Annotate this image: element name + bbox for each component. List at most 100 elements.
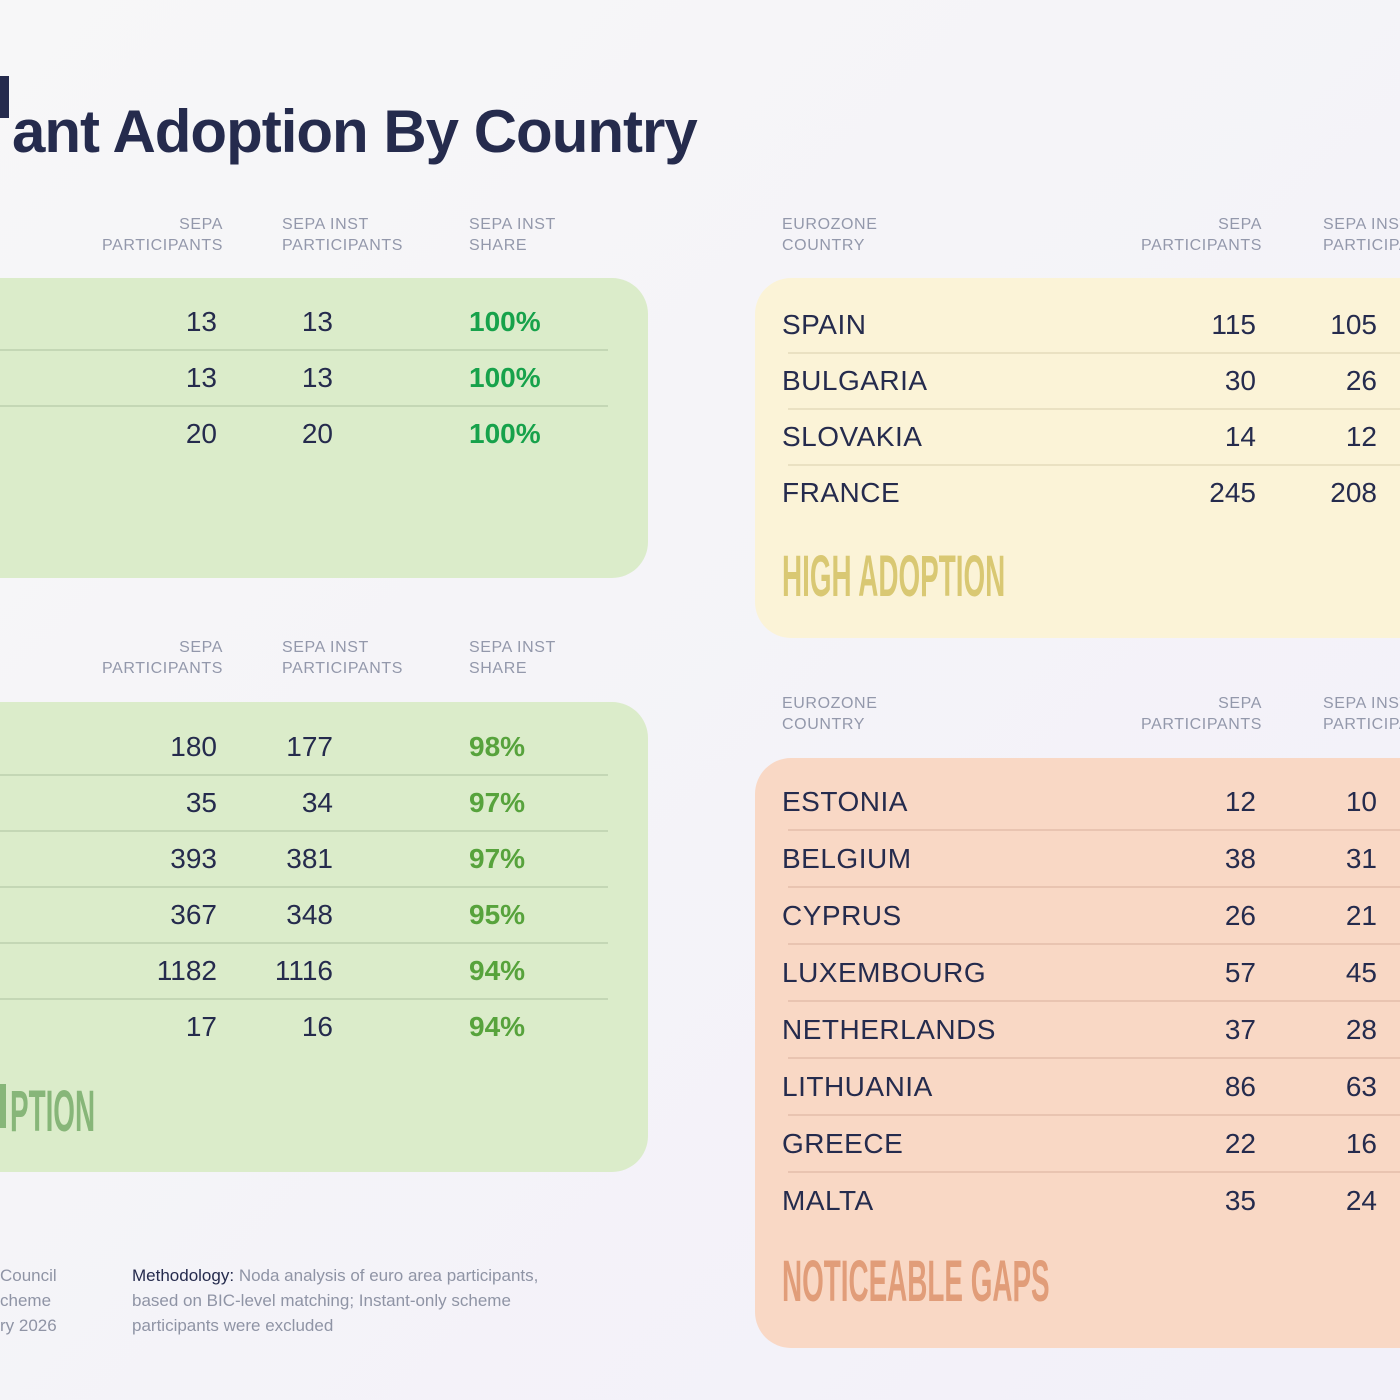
sepa-participants-value: 245 bbox=[1209, 477, 1256, 508]
sepa-inst-participants-value: 16 bbox=[1345, 1127, 1377, 1159]
sepa-participants-value: 14 bbox=[1224, 421, 1256, 452]
sepa-participants-value: 37 bbox=[1224, 1013, 1256, 1045]
sepa-inst-participants-value: 24 bbox=[1345, 1184, 1377, 1216]
country-name: GREECE bbox=[782, 1127, 904, 1159]
sepa-inst-share-value: 94% bbox=[469, 955, 526, 986]
sepa-inst-participants-value: 10 bbox=[1345, 785, 1377, 817]
panel-label-cropped-glyph bbox=[0, 1084, 6, 1128]
table-row: CYPRUS 26 21 bbox=[755, 887, 1400, 944]
row-divider bbox=[788, 464, 1400, 466]
table-row: SPAIN 115 105 bbox=[755, 297, 1400, 353]
table-row: 35 34 97% bbox=[0, 775, 648, 831]
row-divider bbox=[0, 349, 608, 351]
panel-label-noticeable-gaps: NOTICEABLE GAPS bbox=[782, 1249, 1050, 1314]
table-row: NETHERLANDS 37 28 bbox=[755, 1001, 1400, 1058]
country-name: SLOVAKIA bbox=[782, 421, 923, 452]
row-divider bbox=[0, 830, 608, 832]
header-sepa-inst-share-top-left: SEPA INST SHARE bbox=[469, 216, 556, 254]
sepa-inst-participants-value: 105 bbox=[1330, 309, 1377, 340]
sepa-inst-participants-value: 31 bbox=[1345, 842, 1377, 874]
sepa-inst-participants-value: 63 bbox=[1345, 1070, 1377, 1102]
sepa-inst-participants-value: 1116 bbox=[274, 955, 333, 986]
sepa-participants-value: 57 bbox=[1224, 956, 1256, 988]
panel-label-adoption-fragment: PTION bbox=[10, 1079, 96, 1144]
source-note-cropped: Council cheme ry 2026 bbox=[0, 1266, 57, 1335]
sepa-participants-value: 35 bbox=[1224, 1184, 1256, 1216]
table-row: 17 16 94% bbox=[0, 999, 648, 1055]
table-row: 393 381 97% bbox=[0, 831, 648, 887]
header-sepa-inst-participants-top-left: SEPA INST PARTICIPANTS bbox=[282, 216, 403, 254]
header-sepa-inst-participants-bottom-right: SEPA INST PARTICIPANTS bbox=[1323, 695, 1400, 733]
sepa-participants-value: 1182 bbox=[156, 955, 217, 986]
sepa-participants-value: 22 bbox=[1224, 1127, 1256, 1159]
sepa-participants-value: 38 bbox=[1224, 842, 1256, 874]
methodology-note: Methodology: Noda analysis of euro area … bbox=[132, 1266, 539, 1335]
sepa-participants-value: 20 bbox=[185, 418, 217, 449]
sepa-participants-value: 26 bbox=[1224, 899, 1256, 931]
table-row: 367 348 95% bbox=[0, 887, 648, 943]
header-eurozone-country-top-right: EUROZONE COUNTRY bbox=[782, 216, 878, 254]
header-eurozone-country-bottom-right: EUROZONE COUNTRY bbox=[782, 695, 878, 733]
row-divider bbox=[0, 886, 608, 888]
row-divider bbox=[788, 1114, 1400, 1116]
sepa-inst-share-value: 95% bbox=[469, 899, 526, 930]
sepa-inst-share-value: 97% bbox=[469, 787, 526, 818]
sepa-inst-participants-value: 177 bbox=[286, 731, 333, 762]
sepa-inst-share-value: 100% bbox=[469, 418, 541, 449]
table-row: 1182 1116 94% bbox=[0, 943, 648, 999]
sepa-inst-participants-value: 12 bbox=[1345, 421, 1377, 452]
row-divider bbox=[788, 352, 1400, 354]
table-row: SLOVAKIA 14 12 bbox=[755, 409, 1400, 465]
header-sepa-participants-top-right: SEPA PARTICIPANTS bbox=[1141, 216, 1262, 254]
table-row: LITHUANIA 86 63 bbox=[755, 1058, 1400, 1115]
row-divider bbox=[0, 405, 608, 407]
sepa-participants-value: 367 bbox=[170, 899, 217, 930]
sepa-inst-participants-value: 45 bbox=[1345, 956, 1377, 988]
title-cropped-glyph bbox=[0, 76, 9, 118]
country-name: CYPRUS bbox=[782, 899, 902, 931]
panel-noticeable-gaps: ESTONIA 12 10 BELGIUM 38 31 CYPRUS 26 21… bbox=[755, 758, 1400, 1348]
sepa-inst-participants-value: 20 bbox=[301, 418, 333, 449]
country-name: MALTA bbox=[782, 1184, 874, 1216]
sepa-participants-value: 35 bbox=[185, 787, 217, 818]
row-divider bbox=[788, 1171, 1400, 1173]
methodology-label: Methodology: bbox=[132, 1266, 235, 1285]
row-divider bbox=[788, 829, 1400, 831]
sepa-inst-share-value: 100% bbox=[469, 306, 541, 337]
panel-strong-adoption: 180 177 98% 35 34 97% 393 381 97% 367 34… bbox=[0, 702, 648, 1172]
sepa-inst-share-value: 94% bbox=[469, 1011, 526, 1042]
sepa-inst-participants-value: 348 bbox=[286, 899, 333, 930]
row-divider bbox=[788, 1057, 1400, 1059]
sepa-participants-value: 17 bbox=[185, 1011, 217, 1042]
row-divider bbox=[0, 998, 608, 1000]
row-divider bbox=[788, 943, 1400, 945]
country-name: BULGARIA bbox=[782, 365, 928, 396]
sepa-inst-participants-value: 13 bbox=[301, 306, 333, 337]
row-divider bbox=[788, 408, 1400, 410]
row-divider bbox=[0, 774, 608, 776]
sepa-participants-value: 30 bbox=[1224, 365, 1256, 396]
sepa-inst-participants-value: 381 bbox=[286, 843, 333, 874]
sepa-participants-value: 180 bbox=[170, 731, 217, 762]
header-sepa-inst-share-bottom-left: SEPA INST SHARE bbox=[469, 639, 556, 677]
country-name: LUXEMBOURG bbox=[782, 956, 987, 988]
sepa-inst-participants-value: 21 bbox=[1345, 899, 1377, 931]
table-row: MALTA 35 24 bbox=[755, 1172, 1400, 1229]
table-row: BULGARIA 30 26 bbox=[755, 353, 1400, 409]
table-row: 13 13 100% bbox=[0, 350, 648, 406]
panel-high-adoption: SPAIN 115 105 BULGARIA 30 26 SLOVAKIA 14… bbox=[755, 278, 1400, 638]
country-name: NETHERLANDS bbox=[782, 1013, 996, 1045]
table-row: FRANCE 245 208 bbox=[755, 465, 1400, 521]
sepa-inst-share-value: 98% bbox=[469, 731, 526, 762]
row-divider bbox=[788, 886, 1400, 888]
country-name: BELGIUM bbox=[782, 842, 912, 874]
table-row: 180 177 98% bbox=[0, 719, 648, 775]
header-sepa-participants-top-left: SEPA PARTICIPANTS bbox=[102, 216, 223, 254]
table-row: ESTONIA 12 10 bbox=[755, 773, 1400, 830]
page-title: ant Adoption By Country bbox=[12, 98, 698, 166]
sepa-participants-value: 115 bbox=[1211, 309, 1256, 340]
panel-label-high-adoption: HIGH ADOPTION bbox=[782, 544, 1006, 609]
header-sepa-inst-participants-top-right: SEPA INST PARTICIPANTS bbox=[1323, 216, 1400, 254]
table-row: 13 13 100% bbox=[0, 294, 648, 350]
